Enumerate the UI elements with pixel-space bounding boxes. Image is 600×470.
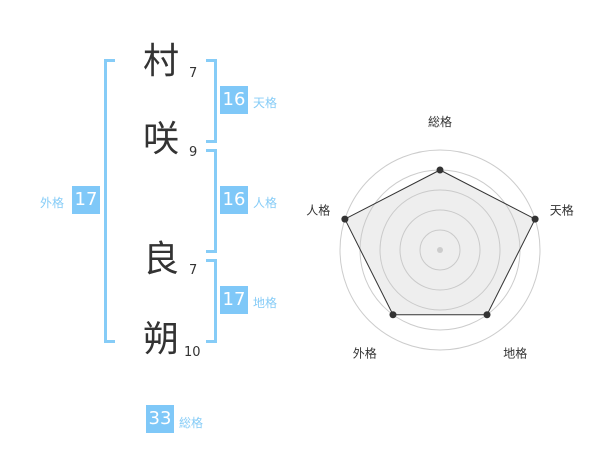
jinkaku-value: 16	[220, 186, 248, 214]
radar-axis-label: 人格	[306, 202, 330, 217]
name-char-3: 良	[142, 239, 179, 280]
radar-polygon	[344, 169, 536, 316]
name-char-1: 村	[142, 41, 179, 82]
soukaku-label: 総格	[179, 416, 204, 430]
radar-point	[483, 311, 491, 319]
radar-axis-label: 外格	[353, 346, 377, 361]
name-char-2: 咲	[142, 119, 179, 160]
stroke-count-2: 9	[189, 145, 198, 160]
radar-axis-label: 総格	[428, 114, 452, 129]
radar-ring	[339, 149, 541, 351]
soukaku-value: 33	[146, 405, 174, 433]
gaikaku-value: 17	[72, 186, 100, 214]
chikaku-value: 17	[220, 286, 248, 314]
radar-point	[341, 215, 349, 223]
gaikaku-bracket	[104, 59, 115, 343]
tenkaku-bracket	[206, 59, 217, 143]
radar-ring	[419, 229, 461, 271]
gaikaku-label: 外格	[40, 196, 65, 210]
radar-center	[437, 247, 443, 253]
jinkaku-label: 人格	[253, 196, 278, 210]
tenkaku-label: 天格	[253, 96, 278, 110]
radar-point	[436, 166, 444, 174]
tenkaku-value: 16	[220, 86, 248, 114]
stroke-count-1: 7	[189, 66, 198, 81]
radar-point	[389, 311, 397, 319]
radar-point	[531, 215, 539, 223]
chikaku-bracket	[206, 259, 217, 343]
radar-axis-label: 地格	[503, 346, 527, 361]
chikaku-label: 地格	[253, 296, 278, 310]
stroke-count-3: 7	[189, 263, 198, 278]
radar-ring	[399, 209, 481, 291]
stroke-count-4: 10	[184, 345, 201, 360]
jinkaku-bracket	[206, 149, 217, 253]
radar-axis-label: 天格	[550, 202, 574, 217]
name-char-4: 朔	[142, 319, 179, 360]
radar-ring	[379, 189, 501, 311]
